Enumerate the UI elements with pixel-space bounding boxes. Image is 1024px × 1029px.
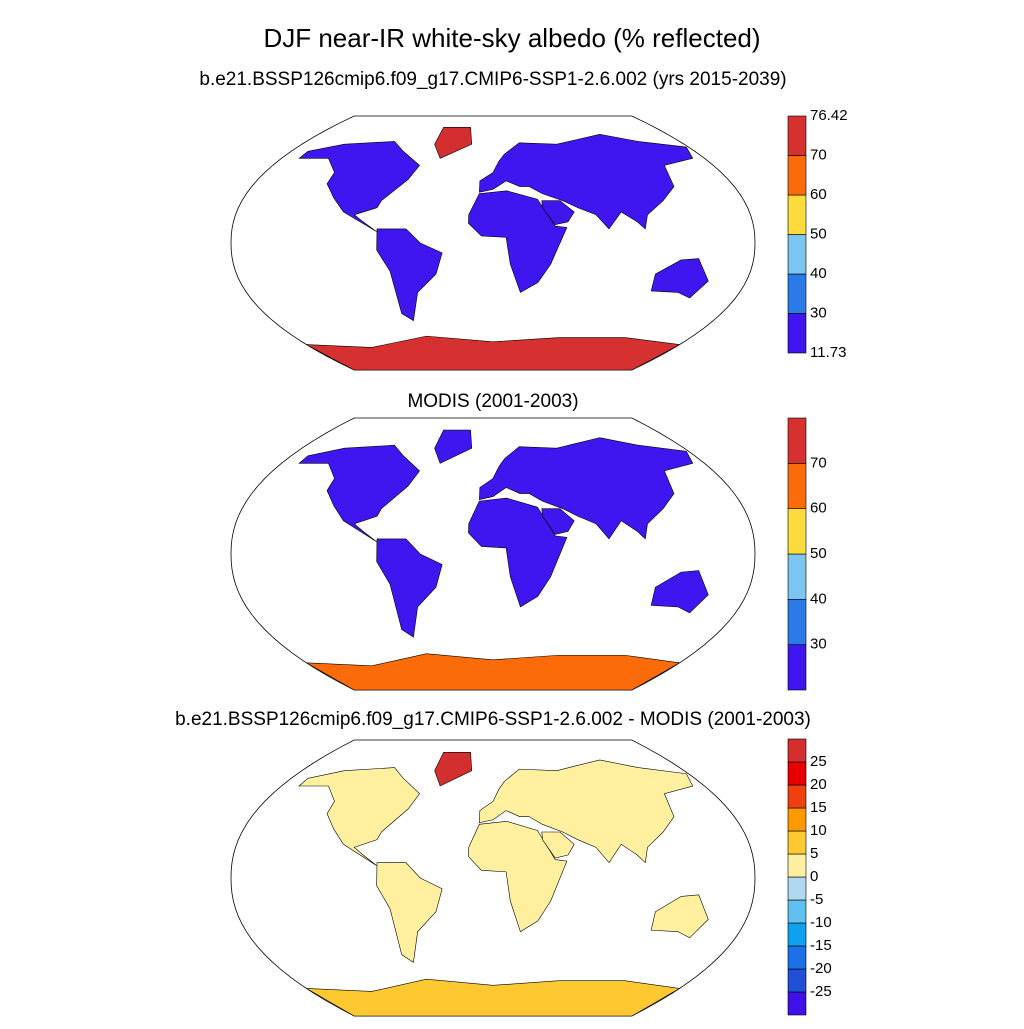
land-eu (479, 759, 694, 864)
colorbar-bin (787, 991, 807, 1016)
land-sa (376, 862, 443, 963)
colorbar-bin (787, 508, 807, 555)
land-af (468, 190, 568, 293)
land-eu (479, 437, 694, 540)
colorbar-bin (787, 553, 807, 600)
land-au (650, 894, 709, 939)
colorbar-bin (787, 784, 807, 809)
colorbar-bin (787, 922, 807, 947)
colorbar-label: 25 (810, 753, 827, 770)
land-gr (434, 751, 473, 787)
colorbar-label: 40 (810, 590, 827, 607)
colorbar-label: 30 (810, 304, 827, 321)
colorbar-label: 60 (810, 186, 827, 203)
colorbar-bin (787, 830, 807, 855)
colorbar-label: -20 (810, 960, 832, 977)
land-au (650, 570, 709, 614)
colorbar-label: 70 (810, 146, 827, 163)
colorbar-label: 40 (810, 265, 827, 282)
colorbar-label: 5 (810, 845, 818, 862)
colorbar-label: 50 (810, 545, 827, 562)
figure-title: DJF near-IR white-sky albedo (% reflecte… (263, 23, 760, 53)
colorbar-label: -5 (810, 891, 823, 908)
land-ar (541, 831, 575, 859)
land-af (468, 820, 568, 933)
colorbar-bin (787, 273, 807, 314)
colorbar-label: 15 (810, 799, 827, 816)
colorbar-bin (787, 807, 807, 832)
colorbar-label: 10 (810, 822, 827, 839)
colorbar-bin (787, 194, 807, 235)
colorbar-label: -15 (810, 937, 832, 954)
colorbar-label: 30 (810, 636, 827, 653)
land-na (298, 141, 420, 232)
land-na (298, 444, 420, 543)
land-gr (434, 126, 473, 159)
colorbar-bin (787, 899, 807, 924)
land-eu (479, 134, 694, 230)
colorbar-label: 20 (810, 776, 827, 793)
colorbar-bin (787, 945, 807, 970)
land-ar (541, 508, 575, 535)
panel-title: b.e21.BSSP126cmip6.f09_g17.CMIP6-SSP1-2.… (175, 709, 811, 730)
colorbar-bin (787, 876, 807, 901)
land-gr (434, 429, 473, 464)
land-an (306, 653, 681, 691)
colorbar-bin (787, 115, 807, 156)
colorbar-bin (787, 234, 807, 275)
colorbar-label: 11.73 (810, 344, 846, 361)
colorbar-bin (787, 599, 807, 645)
colorbar-label: 50 (810, 225, 827, 242)
colorbar-label: -10 (810, 914, 832, 931)
colorbar-bin (787, 463, 807, 509)
colorbar-bin (787, 417, 807, 464)
land-an (306, 978, 681, 1017)
land-sa (376, 228, 443, 322)
colorbar-bin (787, 155, 807, 196)
colorbar-bin (787, 853, 807, 878)
colorbar-bin (787, 738, 807, 763)
colorbar-label: 60 (810, 500, 827, 517)
colorbar-bin (787, 761, 807, 786)
land-af (468, 497, 568, 608)
colorbar-label: 76.42 (810, 107, 848, 124)
land-au (650, 258, 709, 299)
colorbar-label: 0 (810, 868, 818, 885)
colorbar-label: 70 (810, 454, 827, 471)
panel-title: b.e21.BSSP126cmip6.f09_g17.CMIP6-SSP1-2.… (199, 69, 786, 90)
land-an (306, 335, 681, 371)
colorbar-bin (787, 644, 807, 691)
land-sa (376, 538, 443, 638)
land-na (298, 767, 420, 866)
colorbar-label: -25 (810, 983, 832, 1000)
land-ar (541, 200, 575, 225)
colorbar-bin (787, 313, 807, 354)
colorbar-bin (787, 968, 807, 993)
panel-title: MODIS (2001-2003) (407, 391, 578, 412)
